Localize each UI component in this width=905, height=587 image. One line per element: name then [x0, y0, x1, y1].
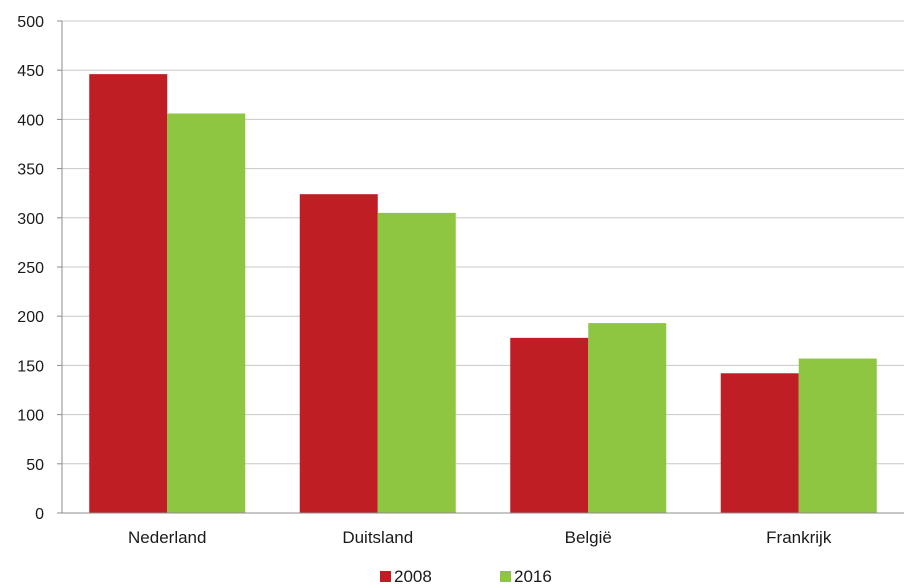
x-category-label: België	[565, 528, 612, 547]
y-tick-label: 350	[17, 162, 44, 179]
bar-2016-Duitsland	[377, 212, 456, 513]
bar-2008-Duitsland	[299, 194, 378, 513]
bar-2008-Frankrijk	[720, 373, 799, 513]
y-axis-ticks: 0 50 100 150 200 250 300 350 400 450 500	[17, 14, 62, 523]
y-tick-label: 400	[17, 112, 44, 129]
y-tick-label: 300	[17, 211, 44, 228]
bars	[89, 74, 877, 514]
y-tick-label: 100	[17, 408, 44, 425]
bar-2008-Nederland	[89, 74, 168, 514]
y-tick-label: 50	[26, 457, 44, 474]
x-category-label: Nederland	[128, 528, 206, 547]
legend-swatch-2008	[380, 571, 391, 582]
y-tick-label: 200	[17, 309, 44, 326]
y-tick-label: 150	[17, 358, 44, 375]
legend-label: 2008	[394, 567, 432, 586]
x-axis-labels: Nederland Duitsland België Frankrijk	[128, 528, 832, 547]
legend: 2008 2016	[380, 567, 552, 586]
bar-2016-België	[588, 323, 667, 513]
bar-2016-Frankrijk	[798, 358, 877, 513]
x-category-label: Duitsland	[342, 528, 413, 547]
bar-2016-Nederland	[167, 113, 246, 513]
bar-2008-België	[510, 337, 589, 513]
legend-label: 2016	[514, 567, 552, 586]
y-tick-label: 0	[35, 506, 44, 523]
y-tick-label: 450	[17, 63, 44, 80]
legend-swatch-2016	[500, 571, 511, 582]
y-tick-label: 250	[17, 260, 44, 277]
y-tick-label: 500	[17, 14, 44, 31]
x-category-label: Frankrijk	[766, 528, 832, 547]
